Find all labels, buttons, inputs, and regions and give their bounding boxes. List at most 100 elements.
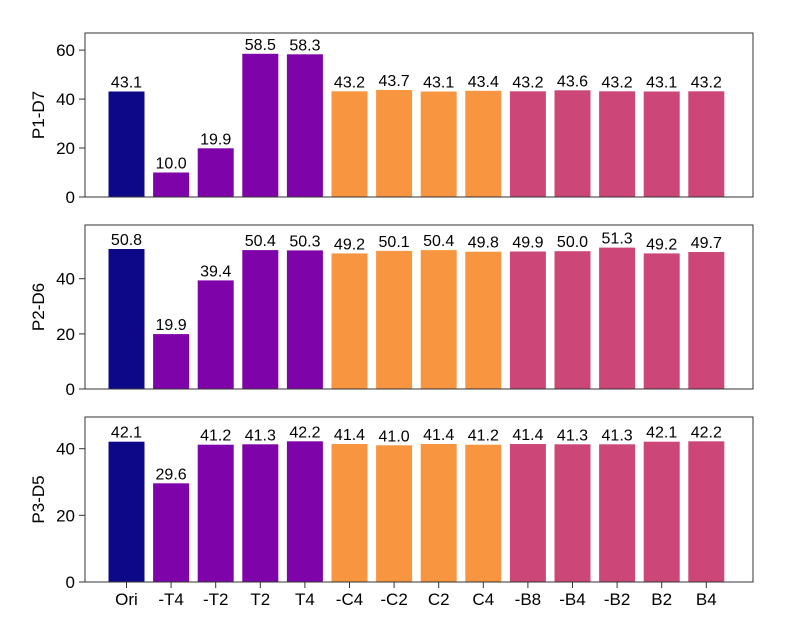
bar	[108, 441, 145, 582]
y-tick-label: 20	[56, 506, 75, 525]
data-label: 49.8	[468, 235, 499, 252]
y-tick-label: 40	[56, 90, 75, 109]
data-label: 42.1	[646, 425, 677, 442]
bar	[376, 90, 413, 197]
y-axis-label: P3-D5	[29, 475, 48, 523]
y-axis-label: P1-D7	[29, 91, 48, 139]
data-label: 41.2	[468, 428, 499, 445]
data-label: 19.9	[200, 131, 231, 148]
data-label: 42.2	[691, 424, 722, 441]
x-tick-label: -T2	[203, 590, 229, 609]
bar	[643, 253, 680, 389]
bar	[108, 91, 145, 197]
data-label: 41.4	[423, 427, 454, 444]
bar	[197, 280, 234, 389]
bar	[331, 91, 368, 197]
data-label: 50.4	[245, 233, 276, 250]
bar	[599, 91, 636, 197]
bar	[331, 444, 368, 582]
bar	[465, 251, 502, 389]
bar	[554, 90, 591, 197]
data-label: 43.6	[557, 73, 588, 90]
data-label: 42.1	[111, 425, 142, 442]
x-tick-label: -B2	[604, 590, 630, 609]
bar	[420, 250, 457, 389]
bar	[242, 53, 279, 197]
data-label: 58.5	[245, 37, 276, 54]
data-label: 43.2	[334, 74, 365, 91]
x-tick-label: C2	[428, 590, 450, 609]
plot-frame	[84, 416, 754, 583]
data-label: 50.0	[557, 234, 588, 251]
bar	[554, 251, 591, 389]
bar	[331, 253, 368, 389]
data-label: 19.9	[156, 317, 187, 334]
x-tick-label: Ori	[115, 590, 138, 609]
bar	[420, 91, 457, 197]
bar	[688, 252, 725, 389]
bar	[153, 483, 190, 582]
bar	[197, 444, 234, 582]
bar	[242, 250, 279, 389]
data-label: 41.3	[245, 427, 276, 444]
bar	[376, 250, 413, 389]
data-label: 49.7	[691, 235, 722, 252]
bar	[376, 445, 413, 582]
bar	[509, 251, 546, 389]
data-label: 43.4	[468, 74, 499, 91]
data-label: 43.2	[602, 74, 633, 91]
bar	[509, 444, 546, 582]
data-label: 43.2	[512, 74, 543, 91]
data-label: 41.3	[602, 427, 633, 444]
plot-frame	[84, 32, 754, 198]
data-label: 49.9	[512, 235, 543, 252]
plot-frame	[84, 224, 754, 390]
bar	[286, 54, 323, 197]
bar	[465, 444, 502, 582]
data-label: 41.4	[512, 427, 543, 444]
y-tick-label: 20	[56, 325, 75, 344]
data-label: 43.2	[691, 74, 722, 91]
data-label: 41.3	[557, 427, 588, 444]
x-tick-label: C4	[472, 590, 494, 609]
bar	[286, 441, 323, 582]
panel-1: 43.1 10.0 19.9 58.5 58.3 43.2 43.7 43.1 43.4 43.2…	[29, 32, 754, 207]
bar	[420, 444, 457, 582]
data-label: 41.2	[200, 428, 231, 445]
x-tick-label: -B8	[515, 590, 541, 609]
data-label: 58.3	[289, 37, 320, 54]
data-label: 29.6	[156, 466, 187, 483]
panel-3: 42.1 29.6 41.2 41.3 42.2 41.4 41.0 41.4 41.2 41.4…	[29, 416, 754, 609]
data-label: 49.2	[646, 236, 677, 253]
data-label: 43.1	[423, 75, 454, 92]
bar	[554, 444, 591, 582]
x-tick-label: B4	[696, 590, 717, 609]
y-tick-label: 60	[56, 41, 75, 60]
bar	[688, 441, 725, 582]
bar	[643, 91, 680, 197]
x-tick-label: T2	[250, 590, 270, 609]
bar	[643, 441, 680, 582]
y-tick-label: 20	[56, 139, 75, 158]
x-tick-label: -T4	[158, 590, 184, 609]
data-label: 41.0	[379, 428, 410, 445]
data-label: 49.2	[334, 236, 365, 253]
data-label: 43.1	[111, 75, 142, 92]
bar	[108, 249, 145, 389]
x-tick-label: -C2	[380, 590, 407, 609]
data-label: 50.3	[289, 233, 320, 250]
bar	[509, 91, 546, 197]
x-tick-label: -C4	[336, 590, 363, 609]
data-label: 50.4	[423, 233, 454, 250]
data-label: 39.4	[200, 263, 231, 280]
data-label: 50.1	[379, 234, 410, 251]
x-tick-label: -B4	[559, 590, 585, 609]
bar	[197, 148, 234, 197]
panel-2: 50.8 19.9 39.4 50.4 50.3 49.2 50.1 50.4 49.8 49.9…	[29, 224, 754, 399]
y-tick-label: 40	[56, 270, 75, 289]
bar	[242, 444, 279, 582]
data-label: 50.8	[111, 232, 142, 249]
bar	[153, 334, 190, 389]
y-tick-label: 0	[66, 188, 75, 207]
x-tick-label: T4	[295, 590, 315, 609]
